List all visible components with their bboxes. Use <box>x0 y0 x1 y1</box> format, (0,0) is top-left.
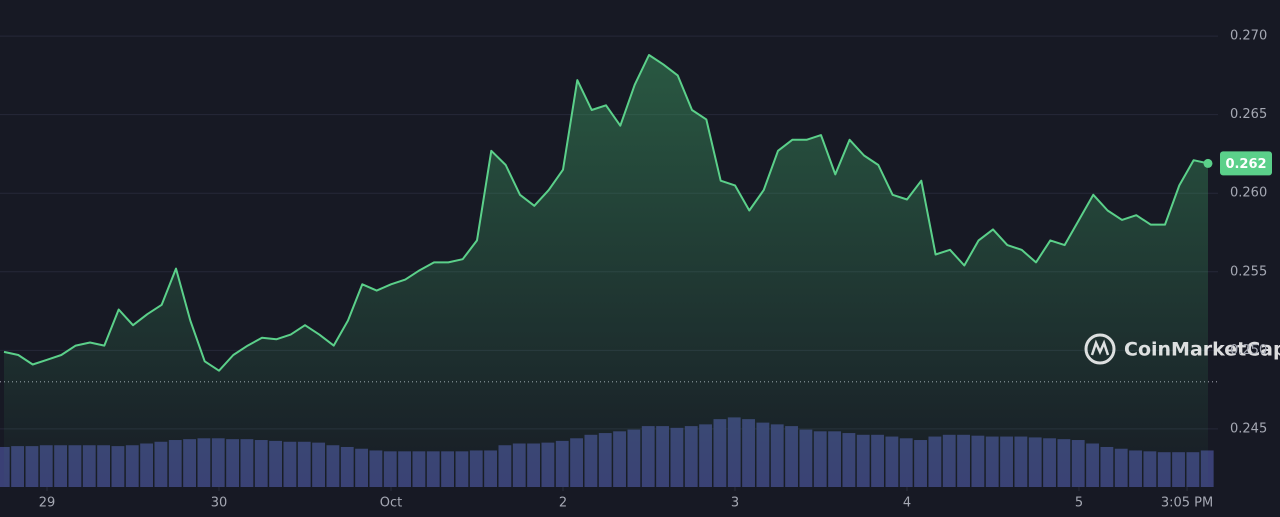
x-tick-label: 5 <box>1075 496 1083 511</box>
x-tick-label: 3 <box>731 496 739 511</box>
y-tick-label: 0.265 <box>1230 107 1267 122</box>
x-tick-label: 3:05 PM <box>1161 496 1213 511</box>
axes: 0.245 0.250 0.255 0.260 0.265 0.270 29 30 Oct 2 3 4… <box>39 29 1272 511</box>
last-price-box <box>1220 151 1272 176</box>
x-tick-label: 4 <box>903 496 911 511</box>
price-line <box>3 54 1209 372</box>
price-area <box>4 55 1208 487</box>
x-tick-label: Oct <box>380 496 402 511</box>
x-tick-label: 30 <box>211 496 228 511</box>
y-tick-label: 0.255 <box>1230 264 1267 279</box>
watermark: CoinMarketCap <box>1084 333 1280 365</box>
last-price-label: 0.262 <box>1225 157 1266 172</box>
y-tick-label: 0.260 <box>1230 186 1267 201</box>
last-price-dot <box>1203 158 1213 168</box>
y-tick-label: 0.250 <box>1230 343 1267 358</box>
watermark-logo <box>1084 333 1116 365</box>
watermark-text: CoinMarketCap <box>1124 339 1280 361</box>
watermark-logo-m <box>1090 339 1110 356</box>
x-tick-label: 2 <box>559 496 567 511</box>
plot <box>0 54 1218 487</box>
y-tick-label: 0.245 <box>1230 421 1267 436</box>
y-tick-label: 0.270 <box>1230 29 1267 44</box>
x-tick-label: 29 <box>39 496 56 511</box>
